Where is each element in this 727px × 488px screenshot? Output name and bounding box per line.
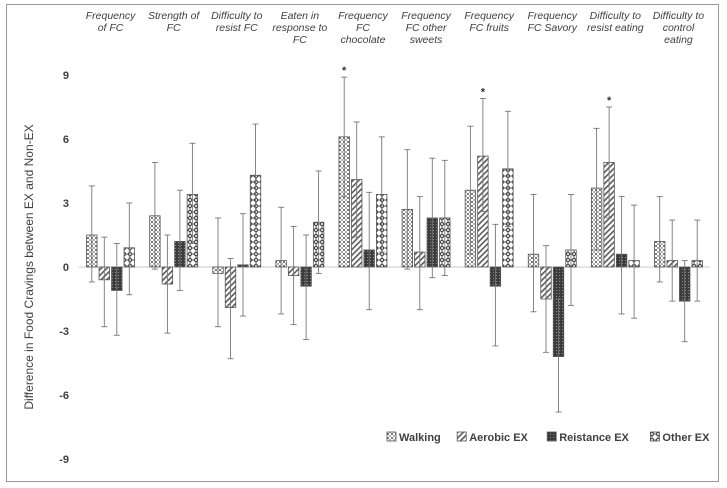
legend-swatch — [386, 431, 397, 442]
category-label: Frequency FC other sweets — [401, 10, 451, 46]
category-label: Frequency FC Savory — [527, 10, 577, 34]
legend-label: Walking — [399, 432, 441, 444]
legend-label: Aerobic EX — [469, 432, 528, 444]
significance-star: * — [342, 65, 347, 77]
legend-swatch — [456, 431, 467, 442]
category-label: Difficulty to control eating — [653, 10, 705, 46]
category-label: Strength of FC — [148, 10, 200, 34]
y-axis-label: Difference in Food Cravings between EX a… — [22, 124, 36, 409]
category-label: Difficulty to resist eating — [587, 10, 644, 34]
category-label: Difficulty to resist FC — [211, 10, 263, 34]
y-tick-label: 6 — [63, 134, 69, 146]
y-tick-label: 0 — [63, 262, 69, 274]
bar-chart: Difference in Food Cravings between EX a… — [22, 10, 710, 466]
y-tick-label: 9 — [63, 70, 69, 82]
y-tick-label: -9 — [59, 454, 69, 466]
significance-star: * — [481, 86, 486, 98]
legend-label: Other EX — [662, 432, 710, 444]
category-label: Frequency of FC — [86, 10, 136, 34]
chart-frame: Difference in Food Cravings between EX a… — [6, 4, 719, 482]
y-tick-label: 3 — [63, 198, 69, 210]
legend-label: Reistance EX — [559, 432, 629, 444]
legend-swatch — [546, 431, 557, 442]
legend-swatch — [650, 431, 660, 442]
category-label: Frequency FC chocolate — [338, 10, 388, 46]
category-label: Frequency FC fruits — [464, 10, 514, 34]
category-label: Eaten in response to FC — [272, 10, 327, 46]
y-tick-label: -6 — [59, 390, 69, 402]
significance-star: * — [607, 95, 612, 107]
y-tick-label: -3 — [59, 326, 69, 338]
